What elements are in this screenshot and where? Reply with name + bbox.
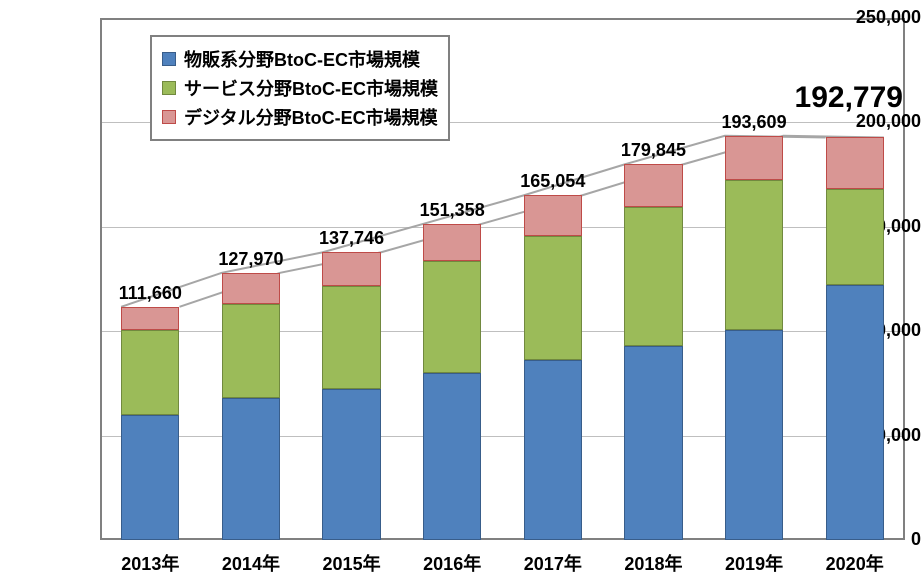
legend-swatch bbox=[162, 81, 176, 95]
bar-segment bbox=[624, 346, 682, 540]
x-tick-label: 2014年 bbox=[201, 550, 302, 576]
bar-segment bbox=[524, 236, 582, 360]
total-label: 127,970 bbox=[201, 249, 302, 270]
legend-item: 物販系分野BtoC-EC市場規模 bbox=[162, 46, 438, 72]
bar-segment bbox=[826, 189, 884, 285]
total-label: 179,845 bbox=[603, 140, 704, 161]
x-tick-label: 2013年 bbox=[100, 550, 201, 576]
total-label: 111,660 bbox=[100, 283, 201, 304]
bar-segment bbox=[826, 285, 884, 540]
total-label: 193,609 bbox=[704, 112, 805, 133]
legend-item: デジタル分野BtoC-EC市場規模 bbox=[162, 104, 438, 130]
bar-segment bbox=[725, 330, 783, 540]
x-tick-label: 2020年 bbox=[804, 550, 905, 576]
x-tick-label: 2015年 bbox=[301, 550, 402, 576]
x-tick-label: 2019年 bbox=[704, 550, 805, 576]
legend: 物販系分野BtoC-EC市場規模サービス分野BtoC-EC市場規模デジタル分野B… bbox=[150, 35, 450, 141]
bar-segment bbox=[725, 180, 783, 330]
bar-segment bbox=[322, 252, 380, 286]
x-tick-label: 2016年 bbox=[402, 550, 503, 576]
featured-total-label: 192,779 bbox=[795, 81, 903, 115]
legend-label: 物販系分野BtoC-EC市場規模 bbox=[184, 46, 420, 72]
x-tick-label: 2018年 bbox=[603, 550, 704, 576]
y-tick-label: 250,000 bbox=[833, 7, 921, 28]
bar-segment bbox=[222, 398, 280, 540]
bar-segment bbox=[322, 389, 380, 540]
legend-swatch bbox=[162, 52, 176, 66]
bar-segment bbox=[222, 273, 280, 305]
bar-segment bbox=[423, 224, 481, 261]
bar-segment bbox=[624, 164, 682, 207]
legend-label: サービス分野BtoC-EC市場規模 bbox=[184, 75, 438, 101]
bar-segment bbox=[524, 360, 582, 540]
bar-segment bbox=[322, 286, 380, 388]
bar-segment bbox=[725, 136, 783, 181]
bar-segment bbox=[524, 195, 582, 236]
bar-segment bbox=[121, 415, 179, 540]
bar-segment bbox=[624, 207, 682, 346]
bar-segment bbox=[121, 307, 179, 330]
bar-segment bbox=[423, 373, 481, 540]
legend-swatch bbox=[162, 110, 176, 124]
total-label: 137,746 bbox=[301, 228, 402, 249]
bar-segment bbox=[121, 330, 179, 415]
legend-label: デジタル分野BtoC-EC市場規模 bbox=[184, 104, 438, 130]
chart-container: 050,000100,000150,000200,000250,0002013年… bbox=[0, 0, 921, 588]
bar-segment bbox=[826, 137, 884, 188]
bar-segment bbox=[423, 261, 481, 373]
x-tick-label: 2017年 bbox=[503, 550, 604, 576]
total-label: 165,054 bbox=[503, 171, 604, 192]
total-label: 151,358 bbox=[402, 200, 503, 221]
bar-segment bbox=[222, 304, 280, 398]
legend-item: サービス分野BtoC-EC市場規模 bbox=[162, 75, 438, 101]
